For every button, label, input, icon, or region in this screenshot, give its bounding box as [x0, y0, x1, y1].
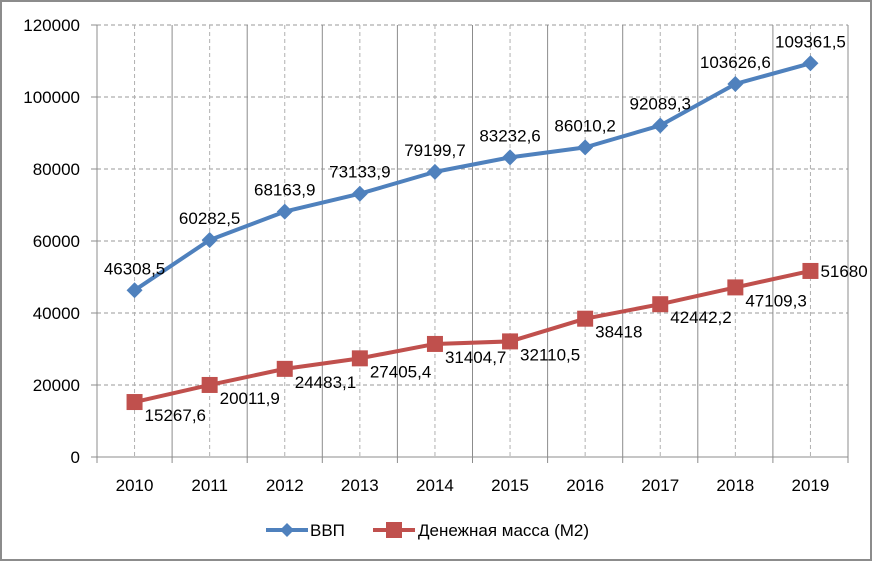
data-label: 42442,2 [670, 308, 731, 327]
x-tick-label: 2012 [266, 476, 304, 495]
grid [97, 24, 849, 457]
data-label: 46308,5 [104, 259, 165, 278]
data-label: 103626,6 [700, 53, 771, 72]
data-label: 32110,5 [520, 345, 580, 364]
y-tick-label: 40000 [33, 304, 80, 323]
legend-label-gdp: ВВП [310, 521, 345, 540]
data-label: 15267,6 [145, 406, 206, 425]
square-marker-icon [386, 522, 402, 538]
x-tick-label: 2015 [491, 476, 529, 495]
data-point-square [502, 333, 519, 350]
data-point-diamond [426, 163, 443, 180]
data-point-diamond [652, 117, 669, 134]
data-point-diamond [502, 149, 519, 166]
y-axis-ticks: 0 20000 40000 60000 80000 100000 120000 [23, 16, 80, 467]
data-label: 24483,1 [295, 373, 356, 392]
data-label: 51680 [820, 262, 867, 281]
x-tick-label: 2017 [641, 476, 679, 495]
legend-label-m2: Денежная масса (М2) [418, 521, 589, 540]
series-line [132, 268, 813, 405]
data-label: 60282,5 [179, 209, 240, 228]
data-point-diamond [727, 75, 744, 92]
data-label: 47109,3 [745, 291, 806, 310]
y-tick-label: 80000 [33, 160, 80, 179]
series-gdp [126, 55, 819, 299]
y-tick-label: 60000 [33, 232, 80, 251]
x-tick-label: 2016 [566, 476, 604, 495]
data-label: 68163,9 [254, 181, 315, 200]
series [126, 55, 819, 411]
series-m2 [126, 262, 819, 411]
x-axis-ticks: 2010 2011 2012 2013 2014 2015 2016 2017 2018 2019 [116, 476, 830, 495]
legend-item-gdp: ВВП [266, 521, 345, 540]
data-point-square [652, 296, 669, 313]
data-point-square [201, 376, 218, 393]
legend-item-m2: Денежная масса (М2) [373, 521, 589, 540]
data-point-square [727, 279, 744, 296]
data-point-diamond [351, 185, 368, 202]
y-tick-label: 100000 [23, 88, 80, 107]
data-point-square [577, 310, 594, 327]
data-point-square [802, 262, 819, 279]
data-label: 86010,2 [554, 116, 615, 135]
data-point-square [426, 335, 443, 352]
data-label: 79199,7 [404, 141, 465, 160]
x-tick-label: 2011 [191, 476, 228, 495]
data-label: 109361,5 [775, 32, 846, 51]
x-tick-label: 2010 [116, 476, 154, 495]
diamond-marker-icon [280, 523, 294, 537]
data-label: 20011,9 [220, 389, 280, 408]
data-point-diamond [577, 139, 594, 156]
y-tick-label: 120000 [23, 16, 80, 35]
data-label: 27405,4 [370, 362, 431, 381]
data-point-diamond [126, 282, 143, 299]
data-point-square [351, 350, 368, 367]
x-tick-label: 2018 [716, 476, 754, 495]
x-tick-label: 2014 [416, 476, 454, 495]
data-point-square [276, 360, 293, 377]
data-labels: 46308,5 60282,5 68163,9 73133,9 79199,7 83232… [104, 32, 868, 425]
data-point-diamond [276, 203, 293, 220]
y-tick-label: 0 [71, 448, 80, 467]
y-tick-label: 20000 [33, 376, 80, 395]
data-label: 92089,3 [630, 94, 691, 113]
x-tick-label: 2013 [341, 476, 379, 495]
x-tick-label: 2019 [792, 476, 830, 495]
data-point-diamond [802, 55, 819, 72]
data-label: 83232,6 [479, 126, 540, 145]
data-point-square [126, 394, 143, 411]
axes [91, 24, 849, 463]
data-label: 38418 [595, 323, 642, 342]
data-label: 31404,7 [445, 348, 506, 367]
data-point-diamond [201, 231, 218, 248]
data-label: 73133,9 [329, 163, 390, 182]
series-line [132, 61, 813, 293]
legend: ВВП Денежная масса (М2) [266, 521, 589, 540]
